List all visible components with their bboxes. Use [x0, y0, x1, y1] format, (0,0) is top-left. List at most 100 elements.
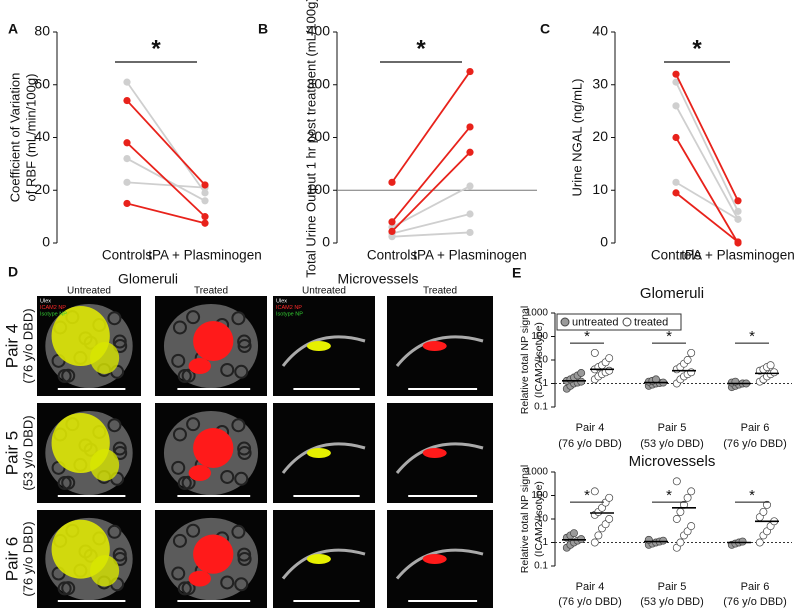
tissue-texture — [234, 364, 249, 379]
y-tick-label: 0.1 — [534, 402, 548, 413]
vessel — [281, 548, 366, 580]
pair-line — [126, 181, 206, 189]
np-signal — [193, 321, 234, 361]
y-tick-label: 1 — [542, 378, 548, 389]
dot — [590, 348, 599, 357]
tissue-texture — [237, 547, 252, 562]
dot — [738, 537, 747, 546]
dot — [676, 507, 685, 516]
dot — [755, 538, 764, 547]
micrograph — [387, 403, 493, 503]
pair-line — [675, 137, 739, 244]
tissue-texture — [237, 339, 252, 353]
point — [466, 123, 474, 131]
y-axis-label: Relative total NP signal — [519, 306, 531, 414]
micrograph — [37, 403, 141, 503]
pair-line — [126, 99, 206, 186]
y-tick-label: 10 — [537, 355, 549, 366]
stain-legend: Ulex — [276, 298, 287, 304]
pair-line — [391, 71, 471, 183]
point — [672, 189, 680, 197]
point — [672, 102, 680, 110]
x-tick-note: (53 y/o DBD) — [640, 596, 704, 608]
y-tick-label: 200 — [307, 128, 331, 144]
y-tick-label: 20 — [592, 128, 608, 144]
tissue-texture — [237, 334, 252, 349]
micrograph — [155, 510, 267, 608]
point — [201, 189, 209, 197]
y-axis-label: of RBF (mL/min/100g) — [23, 74, 38, 202]
tissue-texture — [220, 575, 235, 590]
tissue-texture — [220, 362, 235, 377]
dot — [766, 361, 775, 370]
dot — [672, 515, 681, 523]
pair-line — [391, 151, 471, 233]
dot — [577, 369, 586, 377]
np-signal — [422, 448, 447, 458]
significance-label: * — [749, 487, 755, 504]
micrograph — [273, 510, 375, 608]
y-tick-label: 1000 — [526, 308, 549, 319]
dot — [577, 377, 586, 386]
tissue-texture — [177, 475, 192, 490]
point — [466, 210, 474, 218]
stain-legend: ICAM2 NP — [40, 305, 66, 311]
y-tick-label: 10 — [592, 181, 608, 197]
vessel — [395, 335, 484, 367]
y-tick-label: 40 — [34, 128, 50, 144]
significance-label: * — [749, 328, 755, 345]
pair-line — [675, 73, 739, 202]
y-tick-label: 10 — [537, 514, 549, 525]
point — [201, 197, 209, 205]
point — [388, 233, 396, 241]
y-tick-label: 80 — [34, 23, 50, 39]
y-axis-label: Coefficient of Variation — [7, 73, 22, 203]
pair-line — [675, 181, 739, 221]
tissue-texture — [171, 460, 186, 475]
chart-title: Microvessels — [629, 453, 716, 470]
x-tick-label: Pair 4 — [576, 581, 605, 593]
dot — [763, 500, 771, 509]
point — [123, 199, 131, 208]
y-tick-label: 100 — [307, 181, 331, 197]
y-tick-label: 30 — [592, 75, 608, 91]
significance-label: * — [151, 35, 161, 62]
group-title: Glomeruli — [118, 271, 178, 287]
np-signal — [90, 555, 120, 587]
legend-box — [556, 313, 682, 331]
pair-line — [391, 126, 471, 223]
point — [123, 139, 131, 147]
tissue-texture — [112, 547, 127, 562]
point — [123, 178, 131, 186]
point — [466, 148, 474, 156]
dot — [644, 535, 653, 544]
tissue-texture — [57, 581, 72, 596]
x-tick-label: Pair 4 — [576, 422, 605, 434]
dot — [687, 522, 696, 531]
dot — [605, 493, 614, 502]
dot — [687, 487, 696, 496]
x-tick-label: Controls — [102, 248, 153, 263]
tissue-texture — [112, 441, 127, 456]
row-label: Pair 5 — [2, 431, 21, 475]
panel-label: C — [540, 21, 550, 37]
tissue-texture — [234, 577, 249, 592]
significance-label: * — [666, 487, 672, 504]
np-signal — [306, 341, 331, 351]
y-tick-label: 40 — [592, 23, 608, 39]
micrograph — [387, 510, 493, 608]
np-signal — [188, 570, 211, 587]
tissue-texture — [186, 417, 201, 432]
row-label: Pair 6 — [2, 537, 21, 581]
significance-label: * — [692, 35, 702, 62]
tissue-texture — [172, 320, 187, 335]
stain-legend: ICAM2 NP — [276, 305, 302, 311]
tissue-texture — [237, 446, 252, 460]
y-tick-label: 100 — [531, 331, 548, 342]
column-header: Treated — [194, 286, 228, 297]
x-tick-label: tPA + Plasminogen — [681, 248, 794, 263]
row-label: Pair 4 — [2, 324, 21, 368]
y-tick-label: 60 — [34, 75, 50, 91]
dot — [590, 538, 599, 547]
